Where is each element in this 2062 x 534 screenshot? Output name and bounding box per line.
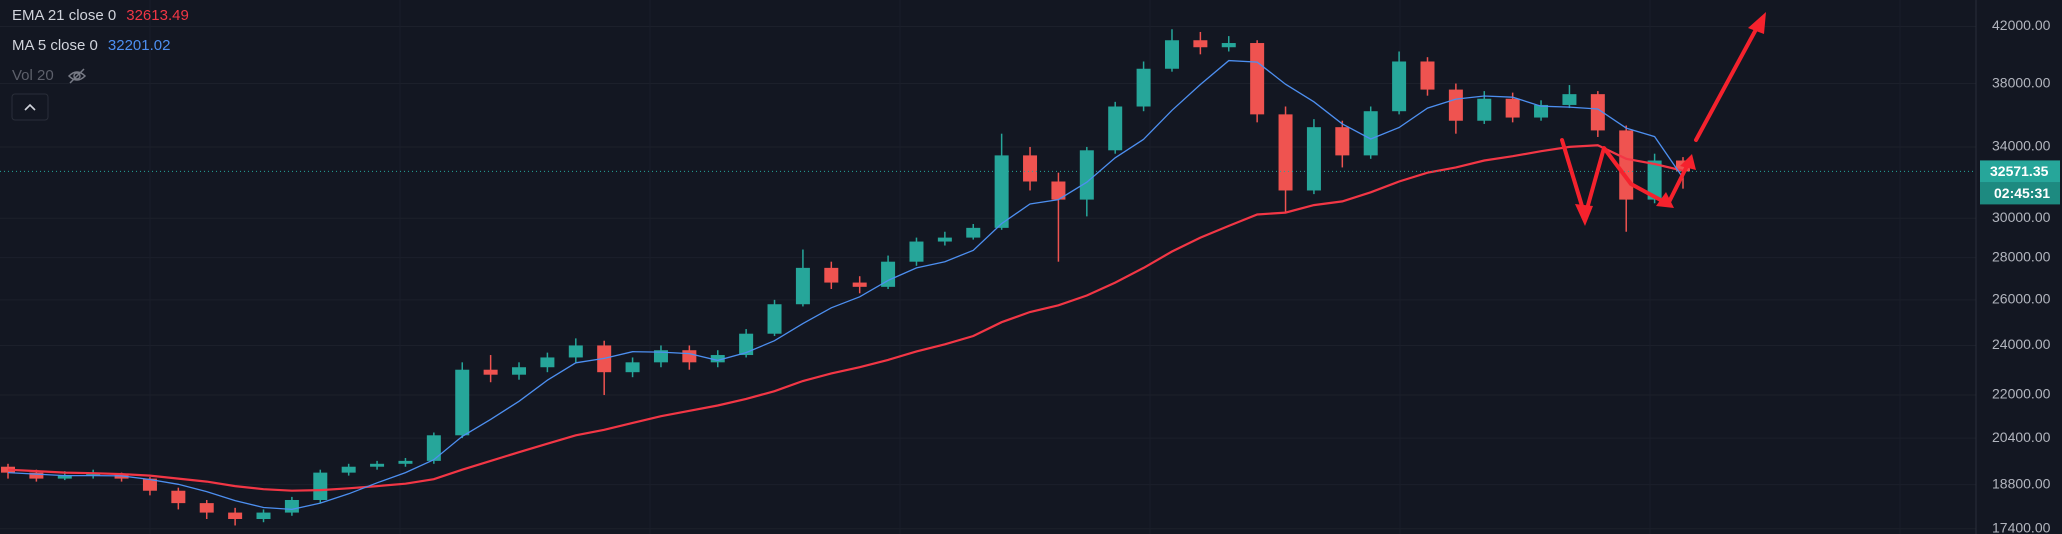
- collapse-button[interactable]: [11, 93, 49, 121]
- candle-body: [455, 369, 470, 436]
- candle-body: [142, 478, 157, 491]
- candle-body: [1164, 40, 1179, 69]
- y-tick-label: 34000.00: [1992, 138, 2051, 154]
- candle-body: [767, 304, 782, 334]
- countdown-label: 02:45:31: [1994, 185, 2050, 201]
- y-tick-label: 30000.00: [1992, 209, 2051, 225]
- candle-body: [1448, 89, 1463, 121]
- candle-body: [1534, 104, 1549, 118]
- candle-body: [256, 512, 271, 519]
- candle-body: [341, 466, 356, 473]
- candle-body: [1335, 127, 1350, 156]
- legend-label: MA 5 close 0: [12, 37, 98, 54]
- legend-label: EMA 21 close 0: [12, 7, 116, 24]
- candle-body: [795, 267, 810, 305]
- y-tick-label: 20400.00: [1992, 429, 2051, 445]
- indicator-line: [7, 59, 1684, 511]
- arrow-head: [1748, 12, 1766, 34]
- candle-body: [1221, 43, 1236, 48]
- last-price-box: [1980, 160, 2060, 183]
- indicator-line: [7, 144, 1684, 492]
- candle-body: [568, 345, 583, 358]
- caret[interactable]: [24, 103, 36, 111]
- y-tick-label: 38000.00: [1992, 74, 2051, 90]
- legend-value: 32613.49: [126, 7, 189, 24]
- legend-ma: MA 5 close 0 32201.02: [12, 37, 170, 54]
- candle-body: [739, 333, 754, 356]
- candle-body: [1619, 130, 1634, 200]
- plot: [0, 29, 1976, 526]
- candle-body: [1420, 61, 1435, 90]
- candle-body: [1, 466, 15, 473]
- candle-body: [653, 350, 668, 363]
- candle-body: [171, 490, 186, 504]
- candle-body: [1023, 155, 1038, 182]
- candle-body: [1079, 150, 1094, 200]
- candle-body: [824, 267, 839, 283]
- annotation-arrow: [1694, 20, 1762, 142]
- candle-body: [398, 460, 413, 464]
- candle-body: [682, 350, 697, 363]
- annotation-zigzag: [1560, 138, 1670, 218]
- y-tick-label: 17400.00: [1992, 519, 2051, 534]
- candle-body: [1363, 111, 1378, 156]
- candle-body: [710, 355, 725, 363]
- arrow-head: [1680, 154, 1696, 170]
- candle-body: [909, 241, 924, 262]
- candle-body: [1306, 127, 1321, 191]
- y-tick-label: 28000.00: [1992, 248, 2051, 264]
- y-tick-label: 18800.00: [1992, 475, 2051, 491]
- candle-body: [1647, 160, 1662, 200]
- candle-body: [1590, 94, 1605, 131]
- candle-body: [881, 261, 896, 287]
- candle-body: [1278, 114, 1293, 191]
- candle-body: [540, 357, 555, 368]
- candle-body: [1477, 98, 1492, 121]
- countdown-box: [1980, 182, 2060, 205]
- candle-body: [994, 155, 1009, 228]
- candle-body: [1250, 43, 1265, 115]
- grid: [0, 0, 1976, 534]
- last-price-label: 32571.35: [1990, 163, 2049, 179]
- y-tick-label: 42000.00: [1992, 17, 2051, 33]
- candle-body: [483, 369, 498, 375]
- candle-body: [1392, 61, 1407, 112]
- y-tick-label: 22000.00: [1992, 386, 2051, 402]
- candle-body: [228, 512, 243, 519]
- candle-body: [1193, 40, 1208, 48]
- candle-body: [852, 282, 867, 287]
- candle-body: [426, 435, 441, 461]
- button-frame[interactable]: [11, 93, 49, 121]
- y-tick-label: 26000.00: [1992, 291, 2051, 307]
- y-tick-label: 24000.00: [1992, 336, 2051, 352]
- candle-body: [1051, 181, 1066, 200]
- legend-ema: EMA 21 close 0 32613.49: [12, 7, 189, 24]
- arrow-head: [1575, 204, 1593, 226]
- candle-body: [1108, 106, 1123, 151]
- candle-body: [1505, 98, 1520, 118]
- price-axis: 17400.00 18800.00 20400.00 22000.00 24000.00…: [1980, 17, 2060, 534]
- candle-body: [284, 499, 299, 513]
- candle-body: [966, 227, 981, 238]
- candle-body: [1136, 68, 1151, 107]
- candle-body: [370, 463, 385, 467]
- legend-volume: Vol 20: [12, 67, 54, 84]
- candle-body: [29, 472, 44, 479]
- candle-body: [937, 237, 952, 242]
- candle-body: [313, 472, 328, 500]
- candle-body: [199, 503, 214, 513]
- hidden-icon[interactable]: [67, 68, 87, 84]
- candle-body: [512, 367, 527, 375]
- candle-body: [1562, 94, 1577, 105]
- arrow-head: [1656, 192, 1674, 208]
- candle-body: [57, 475, 72, 479]
- candle-body: [86, 474, 101, 476]
- candle-body: [625, 362, 640, 373]
- annotation-heads: [1575, 12, 1766, 226]
- legend-value: 32201.02: [108, 37, 171, 54]
